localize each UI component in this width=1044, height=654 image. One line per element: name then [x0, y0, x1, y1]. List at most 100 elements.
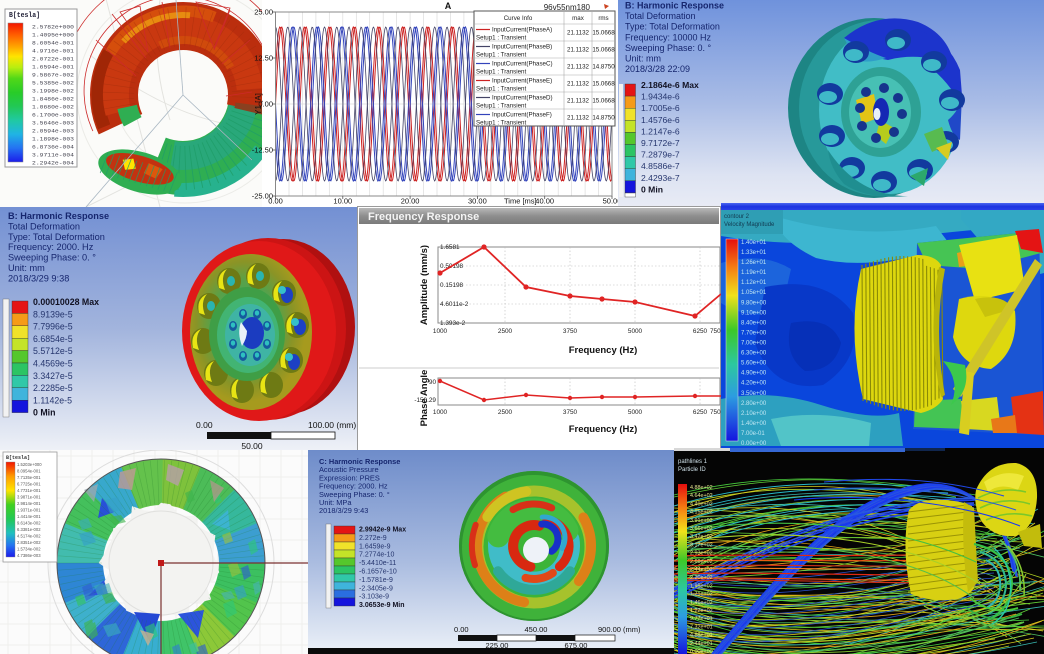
svg-text:900.00 (mm): 900.00 (mm): [598, 625, 641, 634]
svg-text:20.00: 20.00: [401, 197, 420, 206]
svg-text:8.0954e-001: 8.0954e-001: [17, 469, 41, 474]
svg-text:6.3381e-002: 6.3381e-002: [17, 527, 41, 532]
svg-text:-1.5781e-9: -1.5781e-9: [359, 577, 393, 584]
svg-text:9.6143e-002: 9.6143e-002: [17, 521, 41, 526]
svg-text:2500: 2500: [498, 409, 513, 416]
svg-text:1.1898e-003: 1.1898e-003: [32, 136, 74, 143]
svg-text:3.0653e-9 Min: 3.0653e-9 Min: [359, 602, 405, 609]
svg-text:9.77e+01: 9.77e+01: [690, 616, 713, 622]
svg-text:4.6011e-2: 4.6011e-2: [440, 301, 469, 308]
svg-text:30.00: 30.00: [468, 197, 487, 206]
svg-text:-150.29: -150.29: [414, 397, 436, 404]
svg-text:3.17e+02: 3.17e+02: [690, 542, 713, 548]
svg-text:1.9434e-6: 1.9434e-6: [641, 92, 680, 102]
svg-text:Unit: MPa: Unit: MPa: [319, 498, 352, 507]
svg-text:21.1132: 21.1132: [567, 115, 589, 122]
svg-text:1.6594e-001: 1.6594e-001: [32, 64, 75, 71]
svg-text:Frequency: 10000 Hz: Frequency: 10000 Hz: [625, 32, 712, 42]
svg-text:9.10e+00: 9.10e+00: [741, 310, 767, 316]
svg-text:Type: Total Deformation: Type: Total Deformation: [625, 22, 720, 32]
svg-text:3750: 3750: [563, 409, 578, 416]
svg-text:9.5867e-002: 9.5867e-002: [32, 72, 74, 79]
svg-text:5.5712e-5: 5.5712e-5: [33, 346, 73, 356]
svg-text:4.20e+00: 4.20e+00: [741, 381, 767, 387]
svg-text:6.1700e-003: 6.1700e-003: [32, 112, 74, 119]
svg-text:5000: 5000: [628, 328, 643, 335]
svg-text:Frequency (Hz): Frequency (Hz): [569, 345, 638, 356]
svg-text:4.90e+00: 4.90e+00: [741, 371, 767, 377]
svg-text:1.12e+01: 1.12e+01: [741, 280, 767, 286]
svg-text:Particle ID: Particle ID: [678, 467, 706, 473]
svg-text:2.10e+00: 2.10e+00: [741, 411, 767, 417]
svg-text:4.5174e-002: 4.5174e-002: [17, 534, 41, 539]
svg-text:2018/3/28 22:09: 2018/3/28 22:09: [625, 64, 690, 74]
svg-text:675.00: 675.00: [565, 641, 588, 650]
svg-text:4.64e+02: 4.64e+02: [690, 493, 713, 499]
svg-text:0 Min: 0 Min: [641, 184, 663, 194]
svg-text:3.66e+02: 3.66e+02: [690, 526, 713, 532]
svg-text:50.00: 50.00: [241, 441, 263, 450]
svg-text:1.26e+01: 1.26e+01: [741, 260, 767, 266]
svg-text:90: 90: [429, 379, 437, 386]
svg-text:6.8736e-004: 6.8736e-004: [32, 144, 75, 151]
svg-text:-12.50: -12.50: [252, 146, 273, 155]
svg-text:14.8750: 14.8750: [592, 64, 615, 71]
svg-text:0.00010028 Max: 0.00010028 Max: [33, 297, 99, 307]
svg-text:5000: 5000: [628, 409, 643, 416]
svg-text:7.7996e-5: 7.7996e-5: [33, 322, 73, 332]
svg-text:3.3427e-5: 3.3427e-5: [33, 371, 73, 381]
svg-text:pathlines 1: pathlines 1: [678, 459, 708, 465]
svg-text:InputCurrent(PhaseE): InputCurrent(PhaseE): [492, 78, 552, 85]
svg-text:-6.1657e-10: -6.1657e-10: [359, 569, 397, 576]
svg-text:21.1132: 21.1132: [567, 47, 589, 54]
svg-text:225.00: 225.00: [486, 641, 509, 650]
svg-text:2.9814e-001: 2.9814e-001: [17, 501, 41, 506]
svg-text:750: 750: [710, 409, 721, 416]
svg-text:1.33e+01: 1.33e+01: [741, 250, 767, 256]
svg-text:Sweeping Phase: 0. °: Sweeping Phase: 0. °: [625, 43, 712, 53]
svg-text:B[tesla]: B[tesla]: [6, 455, 30, 461]
svg-text:100.00 (mm): 100.00 (mm): [308, 420, 356, 430]
svg-text:1.4095e+000: 1.4095e+000: [32, 32, 75, 39]
svg-text:4.15e+02: 4.15e+02: [690, 510, 713, 516]
svg-text:Type: Total Deformation: Type: Total Deformation: [8, 232, 105, 242]
svg-text:2.0722e-001: 2.0722e-001: [32, 56, 75, 63]
svg-text:25.00: 25.00: [254, 8, 273, 17]
svg-text:4.88e+01: 4.88e+01: [690, 633, 713, 639]
svg-text:4.7386e-003: 4.7386e-003: [17, 553, 41, 558]
svg-text:5.60e+00: 5.60e+00: [741, 361, 767, 367]
svg-text:Time [ms]: Time [ms]: [504, 197, 537, 206]
svg-text:2500: 2500: [498, 328, 513, 335]
svg-text:Setup1 : Transient: Setup1 : Transient: [476, 69, 526, 76]
svg-text:1.8486e-002: 1.8486e-002: [32, 96, 74, 103]
svg-text:Frequency (Hz): Frequency (Hz): [569, 424, 638, 435]
svg-text:Frequency: 2000. Hz: Frequency: 2000. Hz: [8, 242, 94, 252]
svg-text:Unit: mm: Unit: mm: [8, 263, 45, 273]
svg-text:InputCurrent(PhaseA): InputCurrent(PhaseA): [492, 27, 552, 34]
svg-text:Y1 [A]: Y1 [A]: [254, 93, 263, 115]
svg-text:2.69e+02: 2.69e+02: [690, 559, 713, 565]
svg-text:2.44e+01: 2.44e+01: [690, 641, 713, 647]
svg-text:InputCurrent(PhaseD): InputCurrent(PhaseD): [492, 95, 553, 102]
svg-text:3.50e+00: 3.50e+00: [741, 391, 767, 397]
svg-text:7.00e+00: 7.00e+00: [741, 341, 767, 347]
svg-text:2.80e+00: 2.80e+00: [741, 401, 767, 407]
svg-text:7.70e+00: 7.70e+00: [741, 330, 767, 336]
svg-text:0.00e+00: 0.00e+00: [741, 441, 767, 447]
svg-text:1.46e+02: 1.46e+02: [690, 600, 713, 606]
svg-text:3.1998e-002: 3.1998e-002: [32, 88, 74, 95]
svg-text:B: Harmonic Response: B: Harmonic Response: [625, 1, 724, 11]
svg-text:14.8750: 14.8750: [592, 115, 615, 122]
svg-text:-25.00: -25.00: [252, 192, 273, 201]
svg-text:8.6054e-001: 8.6054e-001: [32, 40, 75, 47]
svg-text:8.9139e-5: 8.9139e-5: [33, 309, 73, 319]
svg-text:15.0668: 15.0668: [592, 98, 615, 105]
svg-text:1.22e+02: 1.22e+02: [690, 608, 713, 614]
svg-text:1.4576e-6: 1.4576e-6: [641, 115, 680, 125]
svg-text:4.9716e-001: 4.9716e-001: [32, 48, 75, 55]
svg-text:3.5646e-003: 3.5646e-003: [32, 120, 74, 127]
svg-text:21.1132: 21.1132: [567, 30, 589, 37]
svg-text:1.7005e-6: 1.7005e-6: [641, 103, 680, 113]
svg-text:6250: 6250: [693, 328, 708, 335]
svg-text:-5.4410e-11: -5.4410e-11: [359, 560, 396, 567]
